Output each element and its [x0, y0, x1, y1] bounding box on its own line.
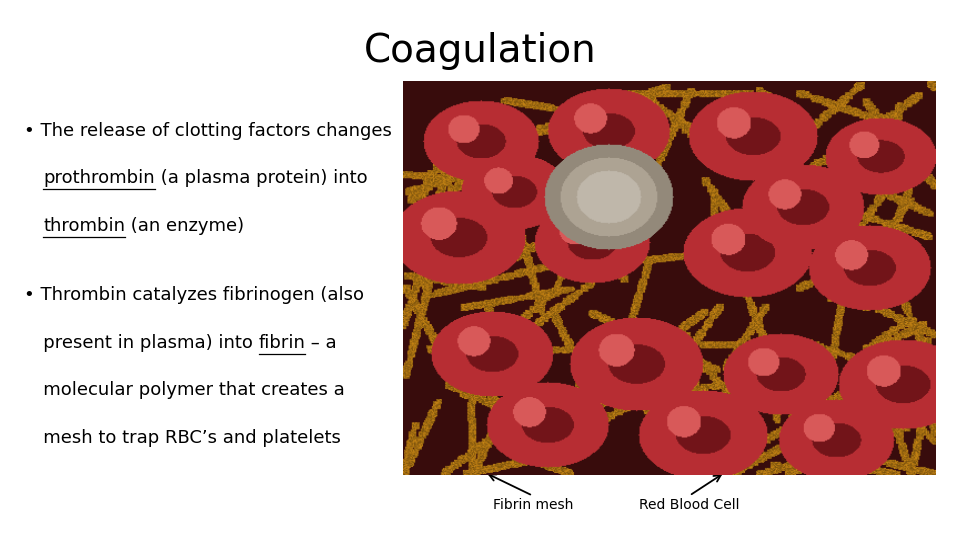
Text: molecular polymer that creates a: molecular polymer that creates a: [26, 381, 345, 399]
Text: thrombin: thrombin: [43, 217, 125, 234]
Text: Fibrin mesh: Fibrin mesh: [492, 498, 573, 512]
Text: mesh to trap RBC’s and platelets: mesh to trap RBC’s and platelets: [26, 429, 341, 447]
Text: (an enzyme): (an enzyme): [125, 217, 244, 234]
Text: Red Blood Cell: Red Blood Cell: [639, 498, 739, 512]
Text: prothrombin: prothrombin: [43, 169, 155, 187]
Text: – a: – a: [305, 334, 337, 352]
Text: Coagulation: Coagulation: [364, 32, 596, 70]
Text: (a plasma protein) into: (a plasma protein) into: [155, 169, 368, 187]
Text: present in plasma) into: present in plasma) into: [26, 334, 258, 352]
Text: • The release of clotting factors changes: • The release of clotting factors change…: [24, 122, 392, 139]
Text: • Thrombin catalyzes fibrinogen (also: • Thrombin catalyzes fibrinogen (also: [24, 286, 364, 304]
Text: fibrin: fibrin: [258, 334, 305, 352]
